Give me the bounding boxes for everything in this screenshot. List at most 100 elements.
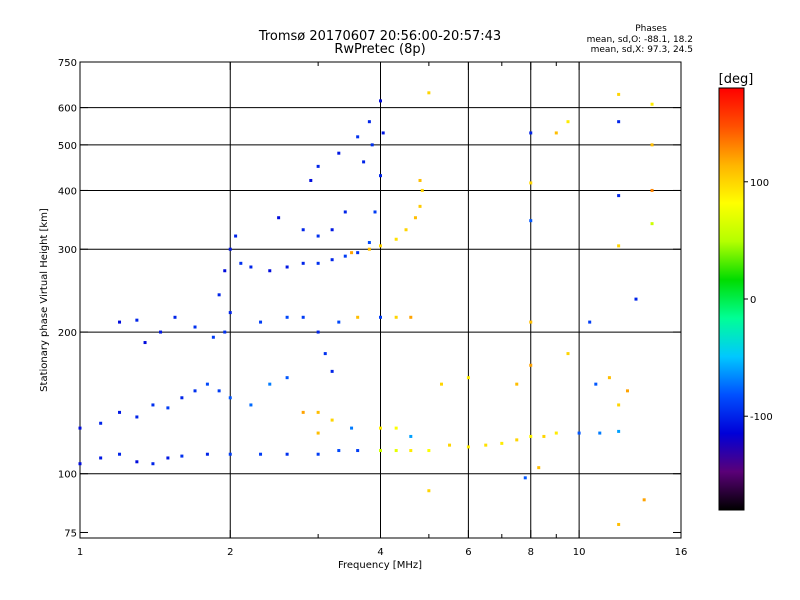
echo-point bbox=[356, 135, 360, 139]
echo-point bbox=[223, 330, 227, 334]
x-tick-label: 10 bbox=[573, 547, 586, 558]
echo-point bbox=[205, 382, 209, 386]
echo-point bbox=[228, 311, 232, 315]
echo-point bbox=[529, 131, 533, 135]
echo-point bbox=[588, 320, 592, 324]
echo-point bbox=[529, 320, 533, 324]
echo-point bbox=[373, 210, 377, 214]
echo-point bbox=[268, 382, 272, 386]
echo-point bbox=[440, 382, 444, 386]
echo-point bbox=[500, 441, 504, 445]
echo-point bbox=[166, 406, 170, 410]
x-tick-label: 6 bbox=[465, 547, 471, 558]
echo-point bbox=[285, 452, 289, 456]
echo-point bbox=[316, 410, 320, 414]
echo-point bbox=[529, 363, 533, 367]
echo-point bbox=[228, 396, 232, 400]
echo-point bbox=[379, 174, 382, 178]
echo-point bbox=[418, 204, 422, 208]
echo-point bbox=[594, 382, 598, 386]
echo-point bbox=[239, 261, 243, 265]
colorbar-tick-label: -100 bbox=[750, 412, 773, 423]
echo-point bbox=[617, 92, 621, 96]
echo-point bbox=[523, 476, 527, 480]
echo-point bbox=[650, 222, 654, 226]
echo-point bbox=[554, 131, 558, 135]
echo-point bbox=[118, 410, 122, 414]
echo-point bbox=[515, 382, 519, 386]
colorbar-gradient bbox=[718, 87, 745, 511]
echo-point bbox=[316, 234, 320, 238]
echo-point bbox=[617, 403, 621, 407]
echo-point bbox=[617, 244, 621, 248]
echo-point bbox=[617, 429, 621, 433]
echo-point bbox=[330, 418, 334, 422]
echo-point bbox=[394, 426, 398, 430]
echo-point bbox=[404, 228, 408, 232]
echo-point bbox=[394, 315, 398, 319]
phase-o-stats: mean, sd,O: -88.1, 18.2 bbox=[587, 35, 693, 45]
x-tick-label: 16 bbox=[675, 547, 688, 558]
echo-point bbox=[394, 449, 398, 453]
echo-point bbox=[484, 443, 488, 447]
echo-point bbox=[268, 269, 272, 273]
echo-point bbox=[337, 449, 341, 453]
echo-point bbox=[151, 462, 155, 466]
echo-point bbox=[650, 143, 654, 147]
y-tick-label: 400 bbox=[58, 186, 77, 197]
echo-point bbox=[577, 431, 581, 435]
echo-point bbox=[180, 454, 184, 458]
echo-point bbox=[381, 131, 385, 135]
echo-point bbox=[180, 396, 184, 400]
colorbar-ticks: 100 0 -100 bbox=[744, 178, 773, 423]
echo-point bbox=[409, 449, 413, 453]
echo-point bbox=[285, 315, 289, 319]
colorbar-tick-label: 100 bbox=[750, 178, 769, 189]
echo-point bbox=[205, 452, 209, 456]
echo-point bbox=[337, 151, 341, 155]
echo-point bbox=[413, 216, 417, 220]
echo-point bbox=[143, 341, 147, 345]
echo-point bbox=[249, 265, 253, 269]
phase-heading: Phases bbox=[635, 24, 667, 34]
echo-point bbox=[135, 318, 139, 322]
echo-point bbox=[249, 403, 253, 407]
echo-point bbox=[448, 443, 452, 447]
echo-point bbox=[515, 438, 519, 442]
echo-point bbox=[542, 434, 546, 438]
echo-point bbox=[634, 297, 638, 301]
echo-point bbox=[617, 522, 621, 526]
echo-point bbox=[529, 181, 533, 185]
echo-point bbox=[598, 431, 602, 435]
echo-point bbox=[309, 178, 313, 182]
echo-point bbox=[316, 164, 320, 168]
echo-point bbox=[350, 426, 354, 430]
data-points bbox=[78, 91, 654, 526]
echo-point bbox=[166, 456, 170, 460]
echo-point bbox=[617, 120, 621, 124]
echo-point bbox=[379, 315, 382, 319]
chart-subtitle: RwPretec (8p) bbox=[334, 42, 425, 57]
echo-point bbox=[316, 330, 320, 334]
echo-point bbox=[566, 352, 570, 356]
echo-point bbox=[316, 431, 320, 435]
echo-point bbox=[99, 456, 103, 460]
y-tick-label: 500 bbox=[58, 141, 77, 152]
echo-point bbox=[337, 320, 341, 324]
colorbar: [deg] 100 0 -100 bbox=[718, 72, 773, 511]
chart-title: Tromsø 20170607 20:56:00-20:57:43 bbox=[258, 29, 501, 44]
echo-point bbox=[617, 194, 621, 198]
echo-point bbox=[607, 376, 611, 380]
echo-point bbox=[343, 210, 347, 214]
echo-point bbox=[529, 434, 533, 438]
y-axis-label: Stationary phase Virtual Height [km] bbox=[39, 208, 50, 392]
echo-point bbox=[118, 452, 122, 456]
echo-point bbox=[650, 188, 654, 192]
echo-point bbox=[409, 315, 413, 319]
echo-point bbox=[427, 91, 431, 95]
colorbar-label: [deg] bbox=[719, 72, 754, 87]
echo-point bbox=[316, 452, 320, 456]
echo-point bbox=[78, 462, 82, 466]
echo-point bbox=[259, 452, 263, 456]
